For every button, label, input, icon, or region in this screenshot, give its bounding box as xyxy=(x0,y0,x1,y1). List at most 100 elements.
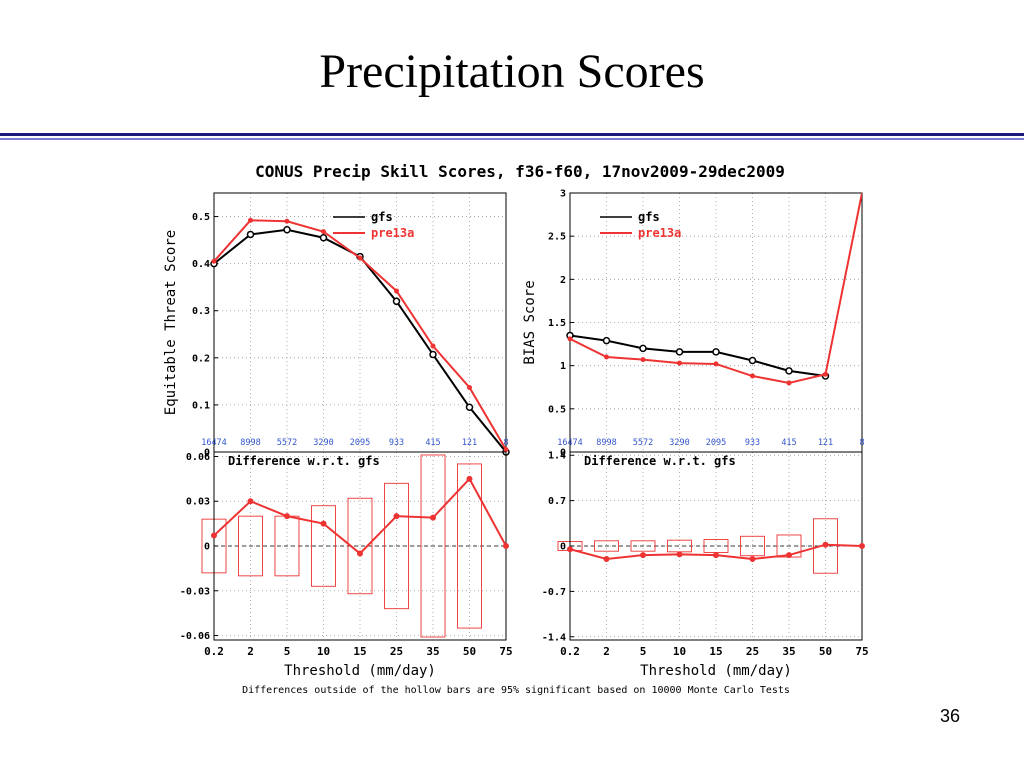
data-point-pre13a xyxy=(320,520,327,527)
data-point-pre13a xyxy=(503,447,509,453)
data-point-pre13a xyxy=(567,336,573,342)
data-point-pre13a xyxy=(822,541,829,548)
series-line-gfs xyxy=(214,228,506,452)
data-point-pre13a xyxy=(786,380,792,386)
x-tick-label: 75 xyxy=(855,645,868,658)
count-label: 5572 xyxy=(633,438,653,448)
y-tick-label: 0.7 xyxy=(548,496,566,507)
count-label: 8 xyxy=(859,438,864,448)
y-tick-label: 0 xyxy=(204,542,210,553)
data-point-pre13a xyxy=(713,361,719,367)
data-point-pre13a xyxy=(467,384,472,390)
significance-bar xyxy=(238,515,263,577)
data-point-gfs xyxy=(712,348,720,356)
data-point-pre13a xyxy=(393,513,400,520)
data-point-pre13a xyxy=(786,552,792,559)
data-point-pre13a xyxy=(859,543,865,549)
x-tick-label: 50 xyxy=(819,645,832,658)
y-axis-label: Equitable Threat Score xyxy=(163,230,179,415)
legend-label-gfs: gfs xyxy=(638,210,660,224)
count-label: 933 xyxy=(745,438,760,448)
y-tick-label: 3 xyxy=(560,189,566,200)
data-point-pre13a xyxy=(394,288,399,294)
y-tick-label: 0 xyxy=(204,448,210,459)
y-tick-label: 0.2 xyxy=(192,353,210,364)
y-axis-label: BIAS Score xyxy=(522,280,538,364)
x-tick-label: 2 xyxy=(247,645,254,658)
data-point-gfs xyxy=(748,356,757,365)
data-point-gfs xyxy=(675,348,684,356)
count-label: 3290 xyxy=(669,438,689,448)
data-point-gfs xyxy=(639,344,647,353)
x-tick-label: 15 xyxy=(353,645,366,658)
data-point-pre13a xyxy=(247,498,254,505)
data-point-pre13a xyxy=(430,514,436,521)
x-tick-label: 5 xyxy=(284,645,291,658)
significance-bar xyxy=(384,482,409,610)
x-tick-label: 2 xyxy=(603,645,610,658)
data-point-gfs xyxy=(465,403,474,412)
count-label: 8998 xyxy=(240,438,260,448)
panel-title: Difference w.r.t. gfs xyxy=(228,454,380,468)
count-label: 16474 xyxy=(201,438,227,448)
significance-bar xyxy=(311,505,336,587)
y-tick-label: 0.06 xyxy=(186,452,210,463)
data-point-gfs xyxy=(602,336,611,345)
legend-label-pre13a: pre13a xyxy=(371,226,414,240)
count-label: 8 xyxy=(503,438,508,448)
figure-title: CONUS Precip Skill Scores, f36-f60, 17no… xyxy=(255,162,785,181)
panel-bias: 0 0.5 1 1.5 2 2.5 3 16474 8998 5572 3290 2095 933 415… xyxy=(522,189,865,459)
y-tick-label: 1.5 xyxy=(548,318,566,329)
x-tick-label: 10 xyxy=(673,645,686,658)
data-point-pre13a xyxy=(677,360,682,366)
data-point-pre13a xyxy=(248,217,253,223)
count-label: 933 xyxy=(389,438,404,448)
y-tick-label: 0.5 xyxy=(192,212,210,223)
count-label: 8998 xyxy=(596,438,616,448)
data-point-pre13a xyxy=(284,218,290,224)
y-tick-label: 0.1 xyxy=(192,400,210,411)
count-label: 415 xyxy=(425,438,440,448)
significance-bar xyxy=(594,540,619,552)
y-tick-label: -1.4 xyxy=(542,632,566,643)
data-point-gfs xyxy=(392,297,401,306)
data-point-pre13a xyxy=(503,543,509,549)
significance-bar xyxy=(347,497,373,595)
count-label: 415 xyxy=(781,438,796,448)
significance-bar xyxy=(740,535,765,557)
chart-panels: 0 0.1 0.2 0.3 0.4 0.5 16474 8998 5572 3290 2095 933… xyxy=(163,189,869,680)
count-label: 3290 xyxy=(313,438,333,448)
panel-bias-diff: -1.4-0.700.71.40.2 2 5 10 15 25 35 50 75Threshol… xyxy=(542,451,869,679)
x-axis-label: Threshold (mm/day) xyxy=(284,663,436,679)
x-tick-label: 50 xyxy=(463,645,476,658)
y-tick-label: 2.5 xyxy=(548,232,566,243)
data-point-pre13a xyxy=(357,255,363,261)
data-point-pre13a xyxy=(823,371,828,377)
data-point-pre13a xyxy=(749,555,756,562)
count-label: 2095 xyxy=(706,438,726,448)
x-axis-label: Threshold (mm/day) xyxy=(640,663,792,679)
x-tick-label: 15 xyxy=(709,645,722,658)
legend-label-gfs: gfs xyxy=(371,210,393,224)
x-tick-label: 75 xyxy=(499,645,512,658)
data-point-pre13a xyxy=(604,354,609,360)
panel-title: Difference w.r.t. gfs xyxy=(584,454,736,468)
data-point-gfs xyxy=(283,225,291,234)
data-point-pre13a xyxy=(284,513,290,520)
significance-bar xyxy=(457,463,482,629)
y-tick-label: 0 xyxy=(560,448,566,459)
data-point-gfs xyxy=(319,233,328,242)
x-tick-label: 25 xyxy=(746,645,759,658)
y-tick-label: 0.3 xyxy=(192,306,210,317)
significance-bar xyxy=(630,540,656,552)
data-point-pre13a xyxy=(640,357,646,363)
data-point-pre13a xyxy=(713,552,719,559)
x-tick-label: 0.2 xyxy=(560,645,580,658)
series-line-gfs xyxy=(570,334,826,378)
x-tick-label: 35 xyxy=(782,645,795,658)
y-tick-label: 2 xyxy=(560,275,566,286)
count-label: 2095 xyxy=(350,438,370,448)
data-point-pre13a xyxy=(211,258,217,264)
